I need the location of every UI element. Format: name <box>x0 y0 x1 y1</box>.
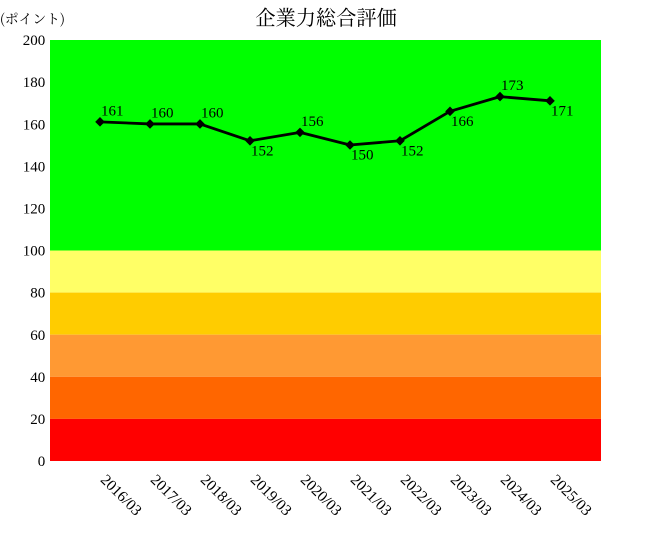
svg-text:20: 20 <box>30 412 45 428</box>
svg-text:2016/03: 2016/03 <box>97 471 145 519</box>
svg-text:2023/03: 2023/03 <box>447 471 495 519</box>
svg-text:171: 171 <box>551 103 574 119</box>
svg-text:2018/03: 2018/03 <box>197 471 245 519</box>
svg-text:160: 160 <box>201 105 224 121</box>
svg-text:160: 160 <box>23 117 46 133</box>
svg-text:161: 161 <box>101 103 124 119</box>
svg-text:160: 160 <box>151 105 174 121</box>
svg-text:0: 0 <box>38 454 46 470</box>
svg-text:2020/03: 2020/03 <box>297 471 345 519</box>
svg-text:2022/03: 2022/03 <box>397 471 445 519</box>
svg-text:40: 40 <box>30 370 45 386</box>
svg-text:2017/03: 2017/03 <box>147 471 195 519</box>
svg-text:80: 80 <box>30 286 45 302</box>
svg-text:60: 60 <box>30 328 45 344</box>
svg-text:150: 150 <box>351 148 374 164</box>
svg-text:2024/03: 2024/03 <box>497 471 545 519</box>
svg-text:2025/03: 2025/03 <box>547 471 595 519</box>
svg-text:152: 152 <box>401 143 424 159</box>
svg-text:152: 152 <box>251 143 274 159</box>
svg-text:166: 166 <box>451 114 474 130</box>
svg-text:180: 180 <box>23 75 46 91</box>
svg-text:2019/03: 2019/03 <box>247 471 295 519</box>
svg-text:200: 200 <box>23 33 46 49</box>
svg-text:120: 120 <box>23 202 46 218</box>
svg-text:173: 173 <box>501 78 524 94</box>
svg-text:156: 156 <box>301 114 324 130</box>
svg-text:140: 140 <box>23 159 46 175</box>
svg-text:100: 100 <box>23 244 46 260</box>
svg-text:2021/03: 2021/03 <box>347 471 395 519</box>
